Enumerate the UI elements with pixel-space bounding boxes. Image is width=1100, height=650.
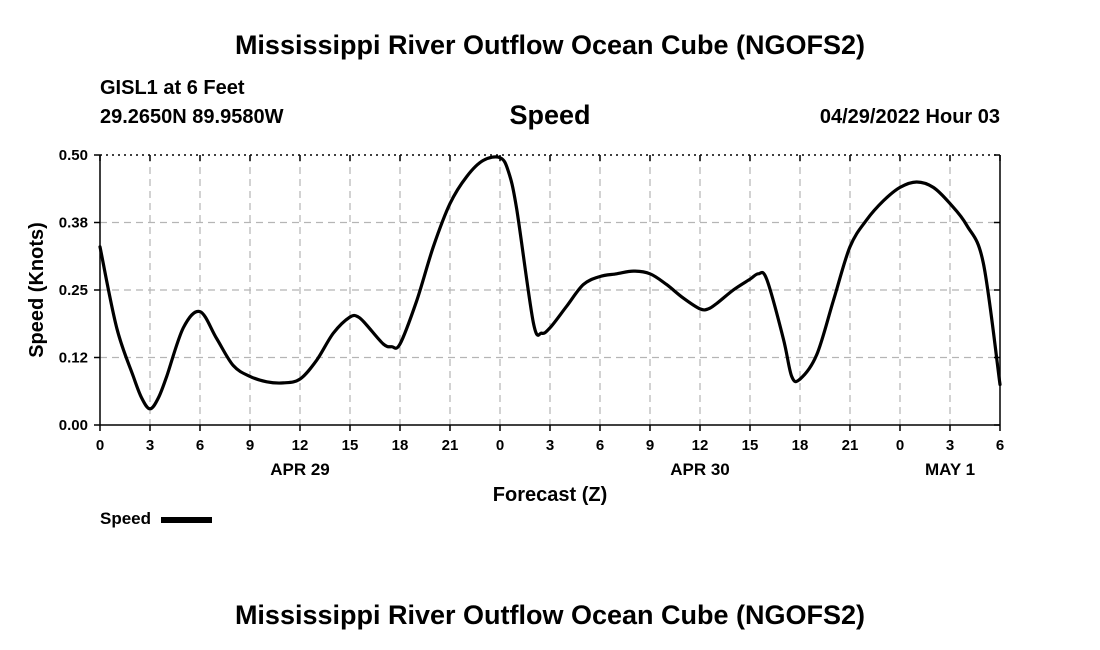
x-tick-label: 6 [196, 437, 204, 454]
x-tick-label: 12 [292, 437, 309, 454]
x-tick-label: 21 [842, 437, 859, 454]
speed-chart: 0 3 6 9 12 15 18 21 0 3 6 9 12 15 18 21 0 3 6 0.00 0.12 0.25 0… [26, 147, 1004, 506]
y-axis-label: Speed (Knots) [26, 222, 48, 358]
x-axis-label: Forecast (Z) [493, 484, 607, 506]
series-line-speed [98, 155, 1002, 411]
x-tick-label: 6 [596, 437, 604, 454]
chart-subtitle: Speed [509, 100, 591, 130]
forecast-datetime: 04/29/2022 Hour 03 [819, 106, 1000, 128]
x-tick-label: 3 [146, 437, 154, 454]
x-tick-label: 15 [742, 437, 759, 454]
legend-label: Speed [100, 509, 152, 528]
x-tick-label: 3 [546, 437, 554, 454]
y-tick-label: 0.38 [59, 215, 88, 232]
x-tick-label: 18 [392, 437, 409, 454]
x-tick-label: 15 [342, 437, 359, 454]
legend-line-swatch [161, 517, 212, 523]
x-tick-label: 18 [792, 437, 809, 454]
x-tick-label: 21 [442, 437, 459, 454]
x-date-label: MAY 1 [925, 460, 975, 479]
x-date-label: APR 30 [670, 460, 730, 479]
station-coordinates: 29.2650N 89.9580W [100, 106, 284, 128]
station-label: GISL1 at 6 Feet [100, 77, 245, 99]
y-tick-label: 0.12 [59, 350, 88, 367]
x-tick-label: 3 [946, 437, 954, 454]
footer-title: Mississippi River Outflow Ocean Cube (NG… [234, 600, 866, 630]
x-tick-label: 0 [896, 437, 904, 454]
x-tick-label: 12 [692, 437, 709, 454]
y-tick-label: 0.50 [59, 147, 88, 164]
chart-title: Mississippi River Outflow Ocean Cube (NG… [234, 30, 866, 60]
y-tick-label: 0.25 [59, 282, 88, 299]
x-tick-label: 0 [496, 437, 504, 454]
y-tick-label: 0.00 [59, 417, 88, 434]
x-date-label: APR 29 [270, 460, 330, 479]
x-tick-label: 9 [646, 437, 654, 454]
x-tick-label: 9 [246, 437, 254, 454]
x-tick-label: 0 [96, 437, 104, 454]
x-tick-label: 6 [996, 437, 1004, 454]
